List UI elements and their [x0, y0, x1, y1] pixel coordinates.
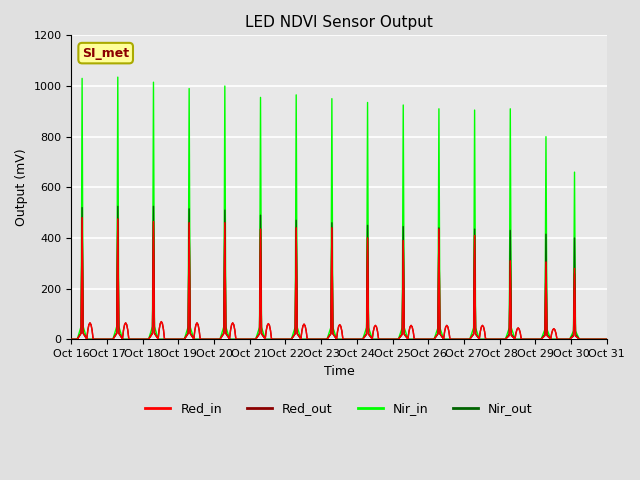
Red_out	[406, 324, 414, 330]
Red_out	[262, 328, 270, 334]
Nir_out	[252, 336, 259, 342]
Nir_out	[256, 330, 264, 336]
Red_in	[161, 336, 168, 342]
Nir_in	[252, 336, 259, 342]
Nir_out	[114, 204, 122, 209]
Red_out	[476, 336, 483, 342]
Red_in	[446, 336, 454, 342]
Title: LED NDVI Sensor Output: LED NDVI Sensor Output	[245, 15, 433, 30]
Legend: Red_in, Red_out, Nir_in, Nir_out: Red_in, Red_out, Nir_in, Nir_out	[140, 397, 538, 420]
Red_out	[68, 336, 76, 342]
Nir_in	[256, 324, 264, 330]
Line: Red_in: Red_in	[72, 218, 607, 339]
Line: Nir_out: Nir_out	[72, 206, 607, 339]
Nir_in	[364, 99, 371, 105]
Red_out	[446, 336, 454, 342]
Y-axis label: Output (mV): Output (mV)	[15, 148, 28, 226]
Red_in	[78, 215, 86, 221]
Nir_in	[180, 336, 188, 342]
Nir_in	[114, 74, 122, 80]
Red_in	[406, 324, 414, 330]
Red_in	[262, 328, 270, 334]
Red_in	[154, 336, 162, 342]
Red_out	[161, 336, 168, 342]
Red_in	[476, 336, 483, 342]
Red_out	[603, 336, 611, 342]
Nir_out	[68, 336, 76, 342]
Nir_in	[603, 336, 611, 342]
Nir_out	[180, 336, 188, 342]
Nir_out	[364, 222, 371, 228]
Line: Red_out: Red_out	[72, 218, 607, 339]
Nir_out	[291, 331, 299, 336]
Line: Nir_in: Nir_in	[72, 77, 607, 339]
Red_in	[603, 336, 611, 342]
Nir_in	[291, 324, 299, 330]
Red_out	[154, 336, 162, 342]
Text: SI_met: SI_met	[82, 47, 129, 60]
Red_out	[78, 215, 86, 221]
X-axis label: Time: Time	[324, 365, 355, 378]
Red_in	[68, 336, 76, 342]
Nir_out	[603, 336, 611, 342]
Nir_out	[293, 331, 301, 336]
Nir_in	[293, 324, 301, 330]
Nir_in	[68, 336, 76, 342]
